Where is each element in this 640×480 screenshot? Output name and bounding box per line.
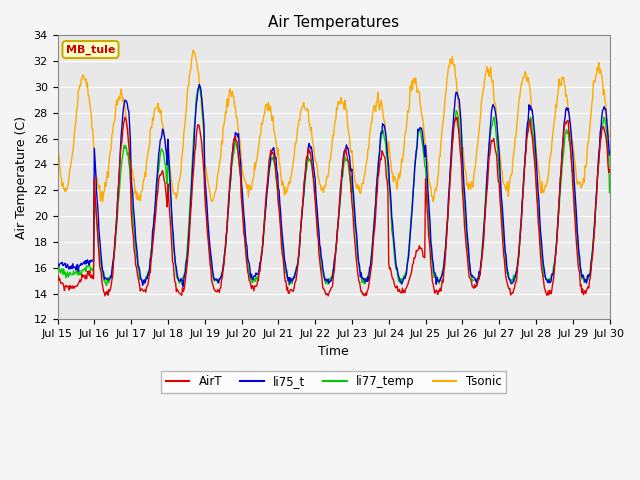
Y-axis label: Air Temperature (C): Air Temperature (C)	[15, 116, 28, 239]
Title: Air Temperatures: Air Temperatures	[268, 15, 399, 30]
Legend: AirT, li75_t, li77_temp, Tsonic: AirT, li75_t, li77_temp, Tsonic	[161, 371, 506, 393]
Text: MB_tule: MB_tule	[66, 44, 115, 55]
X-axis label: Time: Time	[318, 345, 349, 358]
